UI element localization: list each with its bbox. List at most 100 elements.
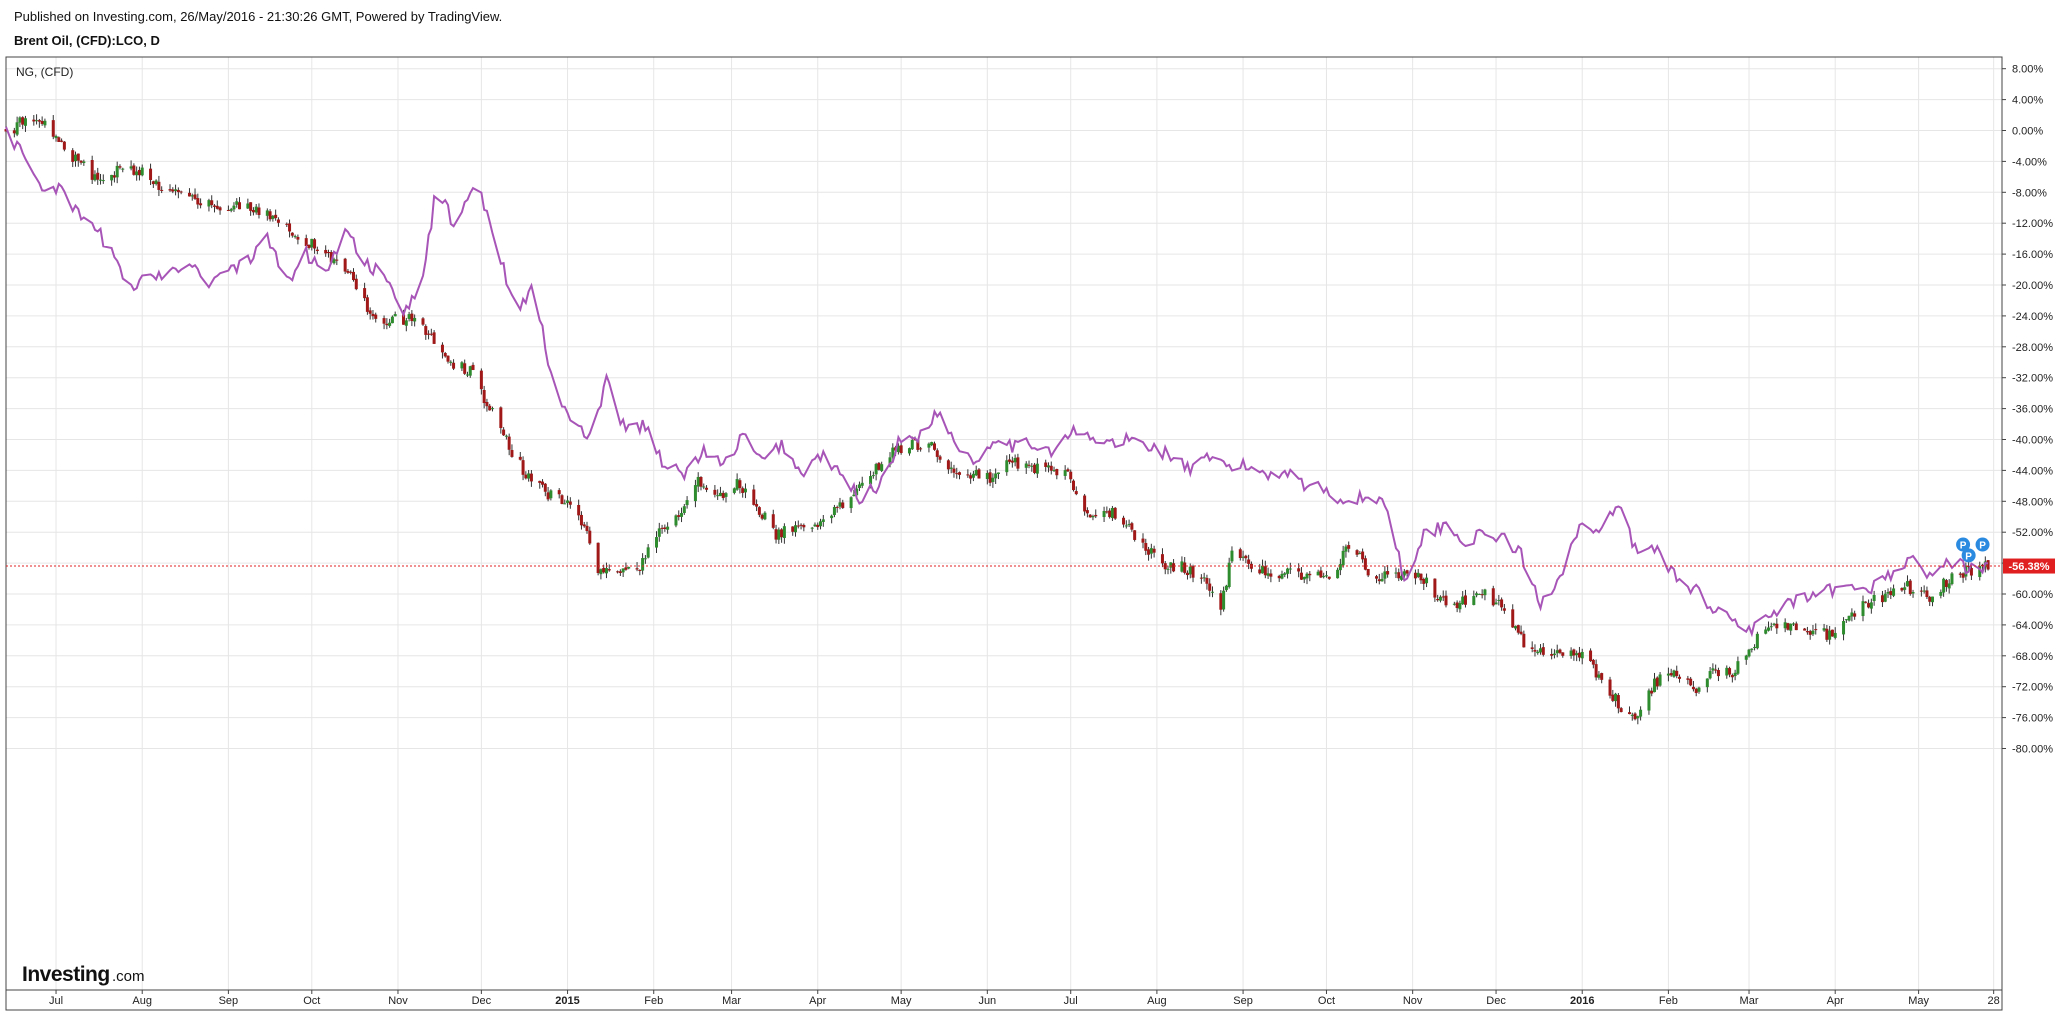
y-tick-label: -64.00% [2012, 620, 2053, 632]
candle-up [1950, 573, 1954, 585]
candle-up [991, 477, 995, 483]
candle-up [685, 500, 689, 506]
candle-up [1536, 651, 1540, 654]
candle-down [471, 364, 475, 370]
y-tick-label: -48.00% [2012, 496, 2053, 508]
candle-up [1736, 661, 1740, 674]
candle-down [1961, 573, 1965, 578]
x-tick-label: Oct [1318, 995, 1335, 1007]
candle-up [971, 473, 975, 478]
candle-up [1575, 653, 1579, 656]
x-tick-label: Nov [1403, 995, 1423, 1007]
candle-up [110, 174, 114, 181]
candle-down [440, 344, 444, 353]
candle-up [1931, 596, 1935, 603]
x-tick-label: Mar [722, 995, 741, 1007]
y-tick-label: -20.00% [2012, 280, 2053, 292]
candle-down [802, 525, 806, 528]
candle-up [1725, 667, 1729, 676]
event-markers[interactable]: P PP [1956, 537, 1990, 563]
candle-down [1244, 555, 1248, 559]
candle-down [791, 526, 795, 532]
y-tick-label: -44.00% [2012, 465, 2053, 477]
candle-down [1805, 631, 1809, 633]
candle-up [1636, 716, 1640, 719]
y-tick-label: -16.00% [2012, 249, 2053, 261]
candle-up [1380, 578, 1384, 582]
candle-up [994, 473, 998, 479]
candle-up [1149, 548, 1153, 554]
x-tick-label: Dec [472, 995, 492, 1007]
candle-down [1591, 659, 1595, 665]
candle-up [907, 448, 911, 454]
candle-up [1939, 591, 1943, 596]
y-tick-label: -40.00% [2012, 435, 2053, 447]
candle-up [1224, 585, 1228, 591]
candle-up [1266, 573, 1270, 576]
candle-down [560, 495, 564, 504]
candle-up [1166, 568, 1170, 570]
candle-up [23, 118, 27, 126]
candle-up [1063, 470, 1067, 476]
candle-up [732, 488, 736, 493]
candle-down [1908, 580, 1912, 595]
candle-down [365, 297, 369, 312]
candle-down [1163, 563, 1167, 570]
candle-up [504, 435, 508, 437]
candle-down [1463, 595, 1467, 605]
candle-down [1967, 566, 1971, 568]
candle-down [624, 567, 628, 570]
candle-down [1694, 688, 1698, 694]
candle-down [1152, 548, 1156, 553]
candle-down [1519, 631, 1523, 634]
candle-up [1013, 458, 1017, 463]
candle-down [374, 314, 378, 319]
candle-up [1772, 623, 1776, 625]
candle-down [529, 473, 533, 482]
candle-down [1655, 677, 1659, 687]
brent-candles [4, 114, 1990, 725]
candle-up [1705, 678, 1709, 688]
candle-down [315, 249, 319, 252]
candle-down [699, 477, 703, 487]
candle-up [1711, 668, 1715, 671]
candle-up [460, 362, 464, 369]
candle-down [752, 489, 756, 505]
candle-up [1458, 603, 1462, 610]
candle-down [952, 468, 956, 473]
candle-down [1094, 514, 1098, 517]
candle-down [1277, 575, 1281, 579]
candle-down [354, 278, 358, 290]
candle-up [15, 122, 19, 135]
candle-up [1886, 592, 1890, 594]
candle-up [1091, 516, 1095, 518]
candle-up [1708, 671, 1712, 679]
candle-up [1494, 602, 1498, 605]
candle-down [1247, 559, 1251, 564]
candle-up [1461, 596, 1465, 605]
candle-down [193, 194, 197, 199]
candle-up [682, 506, 686, 513]
candle-down [1650, 690, 1654, 694]
candle-down [518, 456, 522, 460]
candle-up [1978, 565, 1982, 578]
candle-down [799, 524, 803, 526]
candle-up [1842, 621, 1846, 635]
x-tick-label: Aug [1147, 995, 1167, 1007]
candle-up [1947, 583, 1951, 589]
candle-down [324, 249, 328, 254]
candle-down [588, 530, 592, 544]
candle-up [135, 171, 139, 176]
candle-down [427, 333, 431, 335]
candle-down [1889, 591, 1893, 596]
candle-down [579, 514, 583, 526]
candle-down [168, 189, 172, 191]
candle-up [1124, 525, 1128, 527]
candle-down [288, 223, 292, 232]
candle-up [810, 527, 814, 529]
candle-down [215, 205, 219, 209]
candle-down [482, 390, 486, 404]
candle-down [268, 211, 272, 220]
candle-up [1850, 612, 1854, 617]
